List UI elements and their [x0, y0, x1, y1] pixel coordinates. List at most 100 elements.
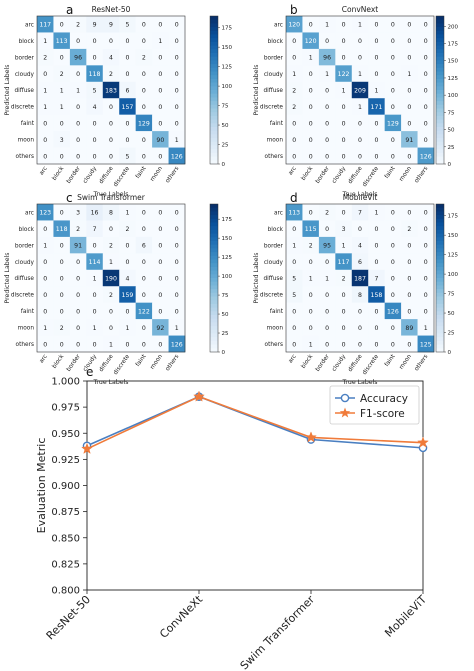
heatmap-row-label: arc [25, 22, 34, 28]
heatmap-cell [368, 286, 385, 303]
heatmap-cell [368, 114, 385, 132]
heatmap-cell [351, 204, 369, 221]
colorbar-segment [436, 263, 444, 268]
heatmap-cell-label: 0 [142, 325, 146, 332]
data-point-f1 [305, 431, 317, 443]
heatmap-cell [368, 319, 385, 336]
heatmap-cell-label: 0 [175, 210, 179, 217]
heatmap-cell [119, 253, 136, 271]
heatmap-cell-label: 2 [309, 243, 313, 250]
heatmap-col-label: faint [384, 353, 397, 368]
heatmap-cell [37, 114, 54, 132]
heatmap-row-label: others [16, 342, 34, 348]
heatmap-cell-label: 0 [43, 292, 47, 299]
heatmap-cell-label: 0 [374, 120, 378, 127]
heatmap-cell-label: 0 [158, 341, 162, 348]
colorbar-segment [436, 252, 444, 257]
heatmap-cell [286, 319, 303, 336]
heatmap-row-label: discrete [11, 293, 35, 299]
heatmap-cell-label: 0 [76, 276, 80, 283]
y-tick-label: 1.000 [51, 377, 80, 388]
legend-label: F1-score [360, 408, 405, 420]
heatmap-col-label: faint [135, 165, 148, 180]
heatmap-cell [119, 147, 136, 165]
heatmap-cell-label: 91 [74, 243, 82, 250]
heatmap-cell [351, 236, 369, 254]
heatmap-cell-label: 1 [43, 104, 47, 111]
heatmap-cell [168, 65, 186, 83]
colorbar-frame [435, 15, 445, 165]
heatmap-cell [318, 98, 336, 115]
colorbar-tick-label: 75 [448, 110, 455, 116]
heatmap-cell-label: 0 [292, 137, 296, 144]
heatmap-cell [351, 269, 369, 287]
legend-box [329, 385, 420, 425]
heatmap-cell-label: 95 [323, 243, 331, 250]
heatmap-cell [286, 48, 303, 66]
colorbar-segment [210, 274, 218, 279]
heatmap-cell-label: 0 [391, 210, 395, 217]
heatmap-cell [286, 236, 303, 254]
heatmap-col-label: cloudy [82, 165, 98, 185]
heatmap-cell-label: 3 [76, 210, 80, 217]
colorbar-segment [436, 138, 444, 143]
heatmap-cell-label: 1 [325, 71, 329, 78]
heatmap-row-label: border [15, 243, 35, 249]
heatmap-cell-label: 0 [142, 88, 146, 95]
heatmap-cell [135, 269, 153, 287]
colorbar-segment [436, 315, 444, 320]
heatmap-cell [335, 98, 353, 115]
heatmap-cell [53, 335, 71, 353]
heatmap-col-label: others [414, 166, 430, 185]
heatmap-cell-label: 0 [342, 104, 346, 111]
heatmap-cell-label: 0 [158, 88, 162, 95]
heatmap-cell [37, 98, 54, 115]
heatmap-cell-label: 0 [158, 243, 162, 250]
heatmap-cell [135, 16, 153, 33]
heatmap-cell-label: 1 [325, 22, 329, 29]
heatmap-cell-label: 1 [158, 38, 162, 45]
colorbar-segment [436, 270, 444, 275]
heatmap-cell [401, 114, 418, 132]
heatmap-cell [384, 204, 402, 221]
colorbar-segment [210, 329, 218, 334]
heatmap-row-label: arc [25, 210, 34, 216]
colorbar-segment [210, 64, 218, 69]
heatmap-cell [401, 253, 418, 271]
heatmap-cell-label: 0 [43, 308, 47, 315]
heatmap-cell-label: 125 [420, 341, 432, 348]
heatmap-col-label: border [315, 165, 331, 185]
heatmap-cell-label: 190 [105, 276, 117, 283]
heatmap-cell-label: 0 [175, 120, 179, 127]
heatmap-cell [286, 81, 303, 99]
heatmap-cell [135, 114, 153, 132]
heatmap-cell [286, 147, 303, 165]
heatmap-cell [102, 81, 120, 99]
heatmap-cell [168, 236, 186, 254]
heatmap-cell [417, 98, 435, 115]
heatmap-cell-label: 0 [125, 137, 129, 144]
heatmap-cell-label: 0 [325, 226, 329, 233]
colorbar-segment [210, 34, 218, 39]
heatmap-cell-label: 1 [424, 325, 428, 332]
heatmap-cell [286, 269, 303, 287]
colorbar-segment [210, 259, 218, 264]
heatmap-cell [102, 131, 120, 148]
heatmap-cell-label: 1 [342, 88, 346, 95]
colorbar-segment [210, 86, 218, 91]
heatmap-col-label: faint [384, 165, 397, 180]
heatmap-cell [102, 48, 120, 66]
heatmap-cell-label: 0 [342, 137, 346, 144]
heatmap-title: Swim Transformer [77, 193, 146, 202]
colorbar-segment [436, 141, 444, 146]
heatmap-cell [302, 48, 320, 66]
heatmap-cell-label: 0 [60, 308, 64, 315]
colorbar-segment [436, 145, 444, 150]
heatmap-cell [351, 319, 369, 336]
heatmap-cell [102, 269, 120, 287]
heatmap-cell [102, 335, 120, 353]
heatmap-cell [384, 65, 402, 83]
heatmap-cell-label: 0 [391, 153, 395, 160]
colorbar-segment [436, 64, 444, 69]
heatmap-cell-label: 0 [342, 308, 346, 315]
